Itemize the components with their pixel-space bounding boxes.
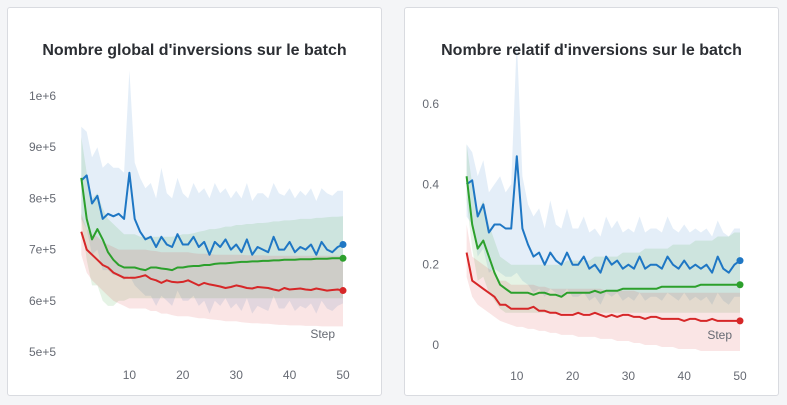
chart-panel-global: Nombre global d'inversions sur le batch … <box>7 7 382 396</box>
x-tick-label-relative: 40 <box>678 369 692 383</box>
x-axis-label-relative: Step <box>707 328 732 342</box>
x-axis-label-global: Step <box>310 327 335 341</box>
x-tick-label-global: 40 <box>283 368 297 382</box>
y-tick-label-relative: 0 <box>432 338 439 352</box>
y-tick-label-global: 8e+5 <box>29 191 56 205</box>
end-point-relative-series-0 <box>737 257 744 264</box>
x-tick-label-relative: 30 <box>622 369 636 383</box>
y-tick-label-relative: 0.6 <box>422 97 439 111</box>
y-tick-label-global: 9e+5 <box>29 140 56 154</box>
chart-panel-relative: Nombre relatif d'inversions sur le batch… <box>404 7 779 396</box>
y-tick-label-global: 7e+5 <box>29 243 56 257</box>
x-tick-label-relative: 10 <box>510 369 524 383</box>
x-tick-label-global: 10 <box>123 368 137 382</box>
end-point-relative-series-1 <box>737 281 744 288</box>
y-tick-label-relative: 0.2 <box>422 258 439 272</box>
y-tick-label-global: 6e+5 <box>29 294 56 308</box>
end-point-global-series-2 <box>340 287 347 294</box>
x-tick-label-relative: 20 <box>566 369 580 383</box>
chart-svg-relative: 0 0.2 0.4 0.6 10 20 30 40 50 Step <box>405 8 780 397</box>
y-tick-label-relative: 0.4 <box>422 177 439 191</box>
y-tick-label-global: 5e+5 <box>29 345 56 359</box>
x-tick-label-global: 30 <box>230 368 244 382</box>
end-point-relative-series-2 <box>737 317 744 324</box>
y-tick-label-global: 1e+6 <box>29 89 56 103</box>
chart-svg-global: 5e+5 6e+5 7e+5 8e+5 9e+5 1e+6 10 20 30 40 50 Step <box>8 8 383 397</box>
x-tick-label-global: 50 <box>336 368 350 382</box>
x-tick-label-global: 20 <box>176 368 190 382</box>
end-point-global-series-1 <box>340 255 347 262</box>
x-tick-label-relative: 50 <box>733 369 747 383</box>
end-point-global-series-0 <box>340 241 347 248</box>
